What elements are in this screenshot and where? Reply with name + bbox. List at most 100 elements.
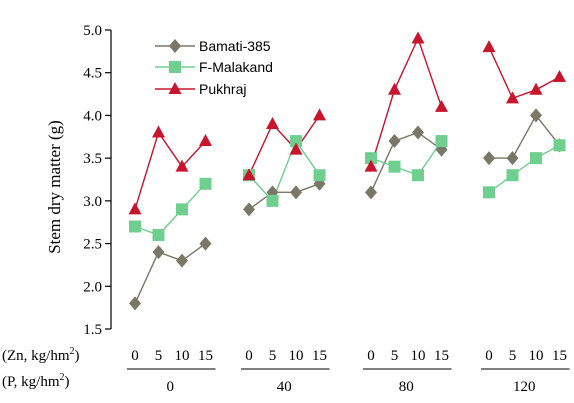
zn-tick-label: 0 — [367, 348, 375, 364]
data-point-diamond — [176, 253, 188, 268]
zn-tick-label: 15 — [198, 348, 213, 364]
data-point-square — [530, 152, 542, 165]
data-point-square — [435, 135, 448, 148]
y-axis-label: Stem dry matter (g) — [45, 120, 64, 254]
y-tick-label: 4.5 — [83, 66, 102, 82]
y-tick-label: 3.0 — [83, 194, 102, 210]
data-point-triangle — [128, 202, 142, 215]
p-tick-label: 80 — [399, 379, 414, 395]
data-point-diamond — [152, 245, 165, 260]
series-markers — [128, 31, 566, 311]
zn-tick-label: 0 — [485, 348, 493, 364]
data-point-square — [506, 169, 519, 182]
axis-label-text: (Zn, kg/hm — [2, 348, 70, 364]
legend-marker-diamond — [169, 39, 181, 53]
series-line-2-group-2 — [370, 36, 443, 167]
legend-label: Bamati-385 — [199, 38, 271, 54]
data-point-triangle — [364, 159, 378, 172]
data-point-triangle — [435, 99, 448, 112]
data-point-triangle — [529, 82, 543, 95]
data-point-triangle — [199, 134, 212, 147]
series-line-0-group-1 — [248, 183, 320, 210]
zn-tick-label: 5 — [509, 348, 517, 364]
series-line-0-group-3 — [489, 114, 561, 159]
data-point-diamond — [412, 125, 424, 140]
data-point-diamond — [199, 236, 212, 251]
zn-tick-label: 5 — [155, 348, 163, 364]
data-point-square — [412, 169, 424, 182]
series-line-1-group-3 — [488, 144, 560, 193]
data-point-square — [365, 152, 377, 165]
p-tick-label: 120 — [513, 379, 536, 395]
data-point-triangle — [242, 168, 256, 181]
zn-axis-label: (Zn, kg/hm2) — [2, 346, 80, 364]
data-point-triangle — [482, 40, 496, 53]
data-point-diamond — [506, 151, 519, 166]
y-ticks: 1.5 2.0 2.5 3.0 3.5 4.0 4.5 5.0 — [83, 23, 111, 338]
axis-label-close: ) — [65, 374, 70, 390]
zn-tick-label: 0 — [131, 348, 139, 364]
data-point-diamond — [365, 185, 377, 200]
axis-label-sup: 2 — [70, 346, 75, 357]
p-axis-label: (P, kg/hm2) — [2, 372, 70, 390]
axis-label-close: ) — [75, 348, 80, 364]
zn-tick-label: 5 — [269, 348, 277, 364]
y-tick-label: 4.0 — [83, 108, 102, 124]
legend-marker-triangle — [168, 82, 182, 94]
y-tick-label: 2.0 — [83, 279, 102, 295]
axis-label-text: (P, kg/hm — [2, 374, 60, 390]
data-point-diamond — [129, 296, 141, 311]
data-point-triangle — [289, 142, 303, 155]
data-point-square — [553, 139, 566, 152]
legend: Bamati-385 F-Malakand Pukhraj — [155, 38, 273, 97]
series-line-0-group-0 — [134, 243, 206, 304]
data-point-triangle — [553, 69, 566, 82]
data-point-square — [152, 229, 165, 242]
data-point-diamond — [530, 108, 542, 123]
series-line-1-group-0 — [134, 183, 207, 236]
y-tick-label: 5.0 — [83, 23, 102, 39]
series-line-2-group-3 — [488, 46, 560, 100]
zn-tick-label: 0 — [245, 348, 253, 364]
legend-marker-square — [169, 61, 181, 73]
data-point-diamond — [243, 202, 255, 217]
series-line-1-group-2 — [370, 140, 443, 177]
zn-tick-label: 15 — [312, 348, 327, 364]
zn-tick-label: 10 — [411, 348, 426, 364]
data-point-diamond — [290, 185, 302, 200]
data-point-diamond — [483, 151, 495, 166]
series-line-2-group-1 — [248, 115, 321, 176]
axis-label-sup: 2 — [60, 372, 65, 383]
y-tick-label: 3.5 — [83, 151, 102, 167]
p-tick-label: 0 — [167, 379, 175, 395]
data-point-triangle — [506, 91, 519, 104]
data-point-triangle — [313, 108, 326, 121]
series-lines — [134, 36, 561, 304]
zn-tick-label: 10 — [175, 348, 190, 364]
data-point-square — [199, 177, 212, 190]
data-point-square — [290, 135, 302, 148]
data-point-triangle — [175, 159, 189, 172]
series-line-1-group-1 — [248, 139, 321, 203]
p-tick-label: 40 — [277, 379, 292, 395]
series-line-0-group-2 — [370, 131, 442, 193]
data-point-square — [313, 169, 326, 182]
data-point-triangle — [388, 82, 401, 95]
data-point-square — [129, 220, 141, 233]
zn-tick-label: 5 — [391, 348, 399, 364]
data-point-diamond — [388, 134, 401, 149]
legend-label: F-Malakand — [199, 59, 273, 75]
zn-tick-label: 10 — [529, 348, 544, 364]
data-point-square — [176, 203, 188, 216]
data-point-triangle — [266, 116, 279, 129]
series-line-2-group-0 — [134, 130, 207, 210]
data-point-square — [483, 186, 495, 199]
data-point-triangle — [152, 125, 165, 138]
zn-tick-label: 10 — [289, 348, 304, 364]
legend-label: Pukhraj — [199, 81, 246, 97]
zn-tick-label: 15 — [434, 348, 449, 364]
zn-tick-label: 15 — [552, 348, 567, 364]
data-point-triangle — [411, 31, 425, 44]
